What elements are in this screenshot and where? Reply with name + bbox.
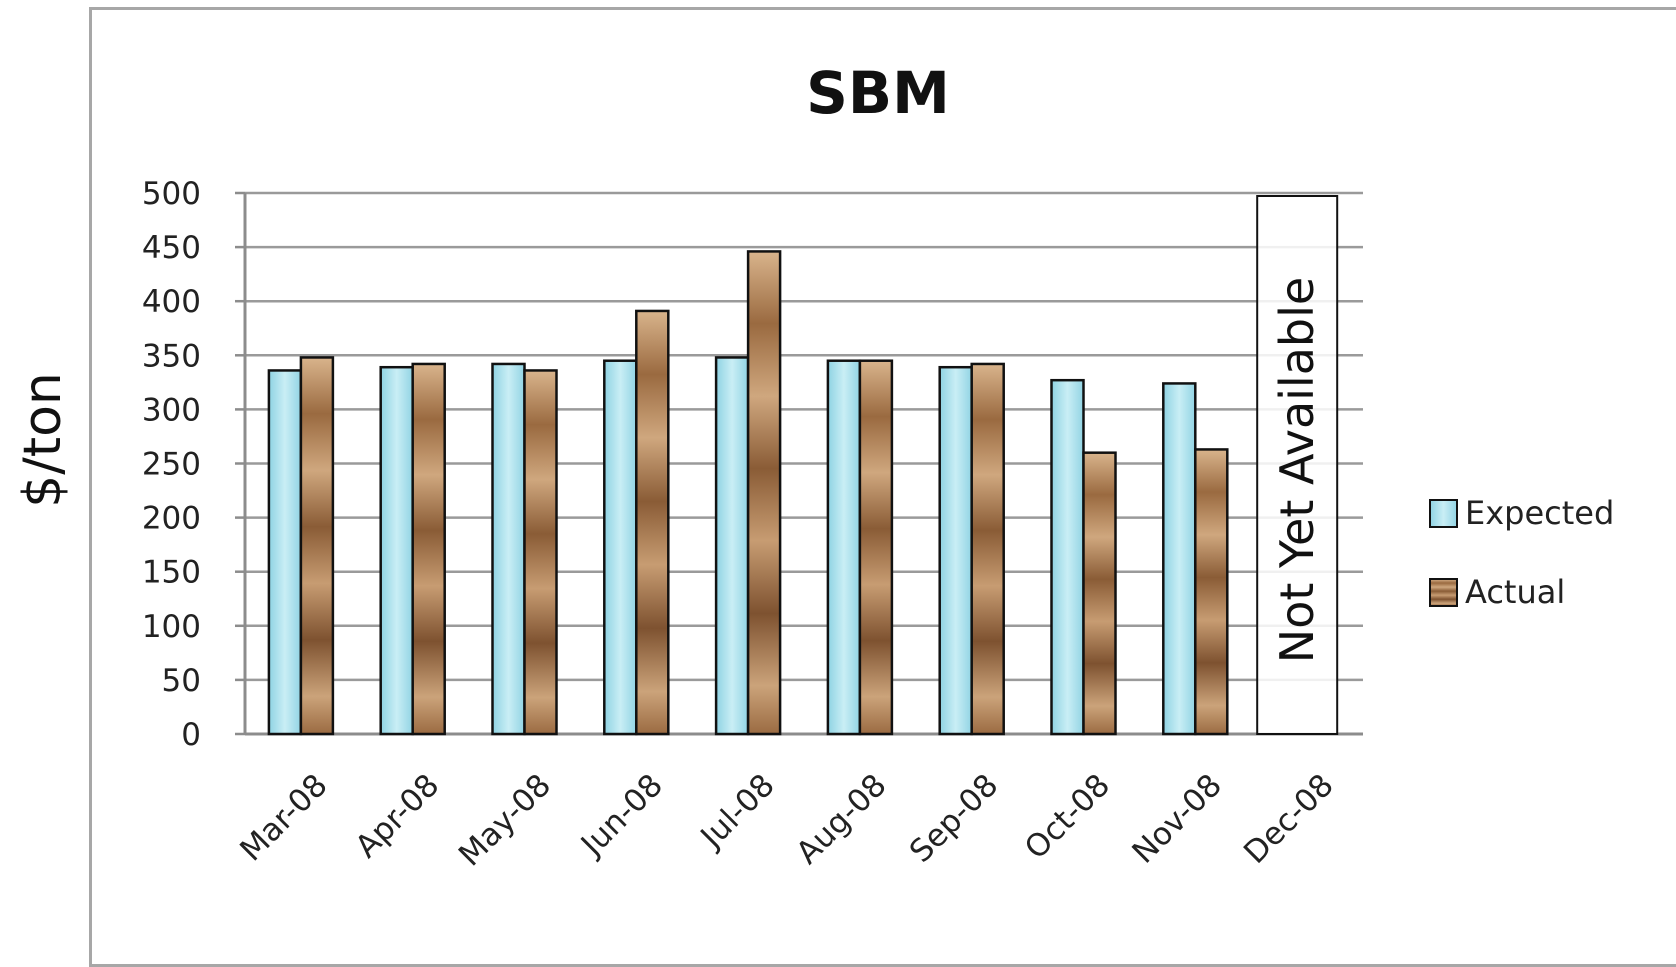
y-tick-label: 400 [142,284,201,320]
legend: Expected Actual [1429,494,1614,611]
x-tick-label: Jul-08 [693,767,782,856]
y-tick-label: 150 [142,555,201,591]
y-axis-title: $/ton [13,372,73,508]
bar-expected [267,369,303,736]
y-tick-label: 0 [181,717,201,753]
x-tick-label: Dec-08 [1237,767,1341,871]
bar-expected [379,365,414,736]
y-tick-label: 250 [142,447,201,483]
y-tick-label: 200 [142,501,201,537]
legend-label-actual: Actual [1465,573,1565,611]
bar-expected [1162,382,1197,736]
x-tick-label: Mar-08 [233,767,334,868]
chart-title: SBM [806,59,950,127]
bar-expected [826,359,862,736]
x-tick-label: May-08 [452,767,558,873]
bar-actual [858,359,894,736]
y-tick-labels: 0 50 100 150 200 250 300 350 400 450 500 [142,176,201,753]
page-ylabel-area: $/ton [13,372,73,508]
not-yet-available-annotation: Not Yet Available [1256,195,1339,735]
bar-actual [1194,448,1229,736]
bar-actual [746,250,782,736]
y-tick-label: 300 [142,392,201,428]
bar-actual [523,369,558,736]
bar-expected [1050,378,1085,736]
x-tick-label: Apr-08 [349,767,447,865]
bar-actual [1082,451,1117,736]
bar-expected [714,356,750,736]
bar-expected [491,362,526,736]
annotation-text: Not Yet Available [1270,277,1324,663]
y-tick-label: 100 [142,609,201,645]
bar-actual [635,309,670,736]
legend-swatch-actual [1429,578,1458,607]
x-tick-label: Oct-08 [1018,767,1117,866]
x-tick-label: Nov-08 [1125,767,1228,870]
x-tick-label: Jun-08 [573,767,670,864]
y-tick-label: 450 [142,230,201,266]
bar-actual [299,356,335,736]
bar-actual [411,362,446,736]
y-tick-label: 350 [142,338,201,374]
legend-swatch-expected [1429,499,1458,528]
x-tick-label: Sep-08 [903,767,1006,870]
bar-expected [938,365,973,736]
bar-expected [603,359,638,736]
y-tick-label: 500 [142,176,201,212]
bars [267,250,1229,736]
y-tick-label: 50 [162,663,201,699]
x-tick-label: Aug-08 [789,767,893,871]
legend-label-expected: Expected [1465,494,1614,532]
x-tick-labels: Mar-08 Apr-08 May-08 Jun-08 Jul-08 Aug-08 Sep-… [233,767,1340,873]
bar-actual [970,362,1005,736]
annotation-box [1256,195,1339,735]
